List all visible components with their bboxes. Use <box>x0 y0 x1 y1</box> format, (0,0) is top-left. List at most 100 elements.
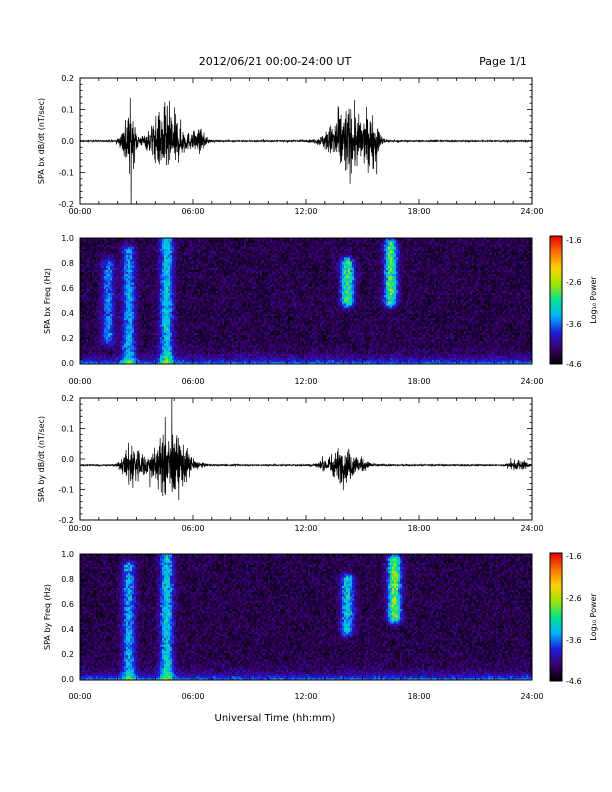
spectrogram-cell <box>128 284 131 287</box>
spectrogram-cell <box>160 340 163 344</box>
spectrogram-cell <box>128 292 131 296</box>
spectrogram-cell <box>120 263 123 266</box>
spectrogram-cell <box>136 248 139 251</box>
spectrogram-cell <box>96 275 99 279</box>
spectrogram-cell <box>162 324 165 327</box>
spectrogram-cell <box>90 317 93 321</box>
spectrogram-cell <box>166 305 169 308</box>
spectrogram-cell <box>140 250 143 254</box>
spectrogram-cell <box>116 277 119 281</box>
spectrogram-cell <box>92 324 95 327</box>
spectrogram-cell <box>160 296 163 300</box>
spectrogram-cell <box>160 361 163 365</box>
spectrogram-cell <box>178 324 181 327</box>
spectrogram-cell <box>102 303 105 306</box>
spectrogram-cell <box>130 284 133 287</box>
spectrogram-cell <box>136 355 139 359</box>
spectrogram-cell <box>106 326 109 329</box>
spectrogram-cell <box>90 294 93 298</box>
spectrogram-cell <box>122 326 125 329</box>
spectrogram-cell <box>136 361 139 365</box>
spectrogram-cell <box>80 301 83 304</box>
spectrogram-cell <box>108 326 111 329</box>
spectrogram-cell <box>162 334 165 338</box>
spectrogram-cell <box>162 343 165 346</box>
spectrogram-cell <box>128 353 131 356</box>
spectrogram-cell <box>138 328 141 331</box>
spectrogram-cell <box>106 244 109 247</box>
spectrogram-cell <box>112 330 115 333</box>
spectrogram-cell <box>170 259 173 262</box>
spectrogram-cell <box>114 244 117 247</box>
spectrogram-cell <box>98 317 101 321</box>
spectrogram-cell <box>150 252 153 256</box>
spectrogram-cell <box>180 349 183 352</box>
spectrogram-cell <box>120 246 123 249</box>
spectrogram-cell <box>148 303 151 306</box>
spectrogram-cell <box>130 343 133 346</box>
spectrogram-cell <box>116 336 119 340</box>
spectrogram-cell <box>168 315 171 319</box>
spectrogram-cell <box>104 252 107 256</box>
spectrogram-cell <box>118 238 121 241</box>
spectrogram-cell <box>94 282 97 285</box>
spectrogram-cell <box>176 317 179 321</box>
spectrogram-cell <box>104 343 107 346</box>
spectrogram-cell <box>174 326 177 329</box>
spectrogram-cell <box>86 254 89 258</box>
spectrogram-cell <box>132 252 135 256</box>
spectrogram-cell <box>120 326 123 329</box>
spectrogram-cell <box>172 353 175 356</box>
spectrogram-cell <box>118 328 121 331</box>
spectrogram-cell <box>164 357 167 361</box>
spectrogram-cell <box>120 265 123 268</box>
spectrogram-cell <box>100 246 103 249</box>
panel-bx-spectrogram: 1.0 0.8 0.6 0.4 0.2 0.0 SPA bx Freq (Hz)… <box>43 234 598 386</box>
spectrogram-cell <box>110 345 113 348</box>
spectrogram-cell <box>140 263 143 266</box>
spectrogram-cell <box>126 275 129 279</box>
spectrogram-cell <box>112 349 115 352</box>
spectrogram-cell <box>104 296 107 300</box>
spectrogram-cell <box>134 355 137 359</box>
spectrogram-cell <box>136 250 139 254</box>
spectrogram-cell <box>176 263 179 266</box>
spectrogram-cell <box>180 332 183 335</box>
spectrogram-cell <box>146 280 149 283</box>
spectrogram-cell <box>92 343 95 346</box>
spectrogram-cell <box>138 305 141 308</box>
spectrogram-cell <box>132 238 135 241</box>
spectrogram-cell <box>86 355 89 359</box>
spectrogram-cell <box>174 252 177 256</box>
spectrogram-cell <box>138 334 141 338</box>
spectrogram-cell <box>80 294 83 298</box>
spectrogram-cell <box>102 305 105 308</box>
spectrogram-cell <box>150 296 153 300</box>
spectrogram-cell <box>144 313 147 317</box>
spectrogram-cell <box>110 330 113 333</box>
spectrogram-cell <box>82 252 85 256</box>
spectrogram-cell <box>94 319 97 323</box>
spectrogram-cell <box>134 254 137 258</box>
spectrogram-cell <box>102 252 105 256</box>
spectrogram-cell <box>130 361 133 365</box>
spectrogram-cell <box>168 250 171 254</box>
spectrogram-cell <box>110 250 113 254</box>
spectrogram-cell <box>172 303 175 306</box>
spectrogram-cell <box>100 319 103 323</box>
spectrogram-cell <box>176 315 179 319</box>
spectrogram-cell <box>84 261 87 264</box>
spectrogram-cell <box>172 305 175 308</box>
spectrogram-cell <box>100 288 103 291</box>
spectrogram-cell <box>124 326 127 329</box>
spectrogram-cell <box>164 305 167 308</box>
spectrogram-cell <box>118 315 121 319</box>
spectrogram-cell <box>180 259 183 262</box>
spectrogram-cell <box>126 326 129 329</box>
plot-frame <box>79 77 533 205</box>
spectrogram-cell <box>110 284 113 287</box>
spectrogram-cell <box>86 303 89 306</box>
spectrogram-cell <box>142 309 145 312</box>
spectrogram-cell <box>154 309 157 312</box>
spectrogram-cell <box>122 338 125 342</box>
